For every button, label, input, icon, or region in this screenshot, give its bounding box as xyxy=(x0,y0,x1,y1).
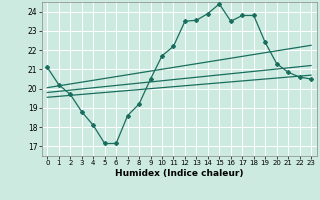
X-axis label: Humidex (Indice chaleur): Humidex (Indice chaleur) xyxy=(115,169,244,178)
